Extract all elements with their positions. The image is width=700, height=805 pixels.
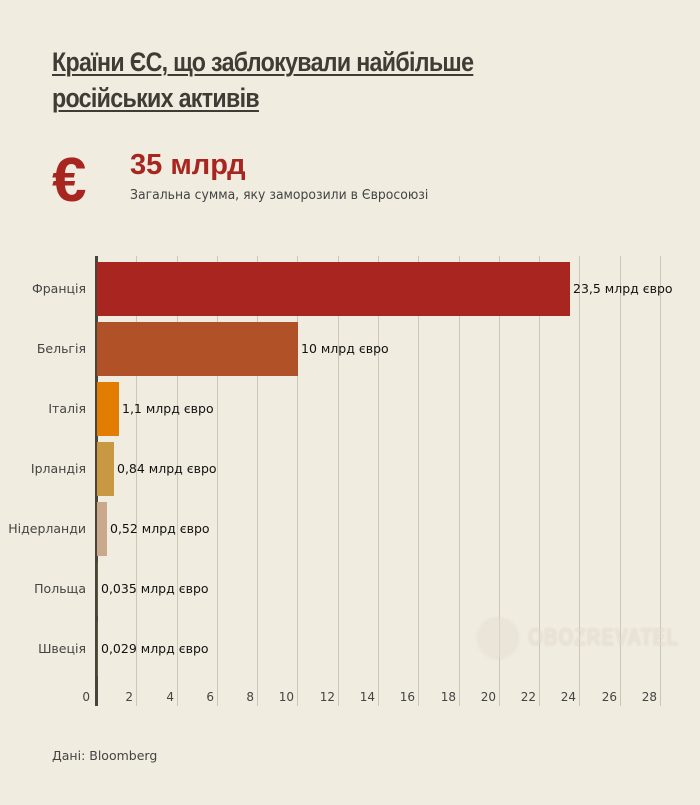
gridline <box>378 256 379 706</box>
x-tick-label: 26 <box>601 690 617 704</box>
x-tick-label: 20 <box>480 690 496 704</box>
x-tick-label: 24 <box>560 690 576 704</box>
gridline <box>418 256 419 706</box>
gridline <box>539 256 540 706</box>
total-caption: Загальна сумма, яку заморозили в Євросою… <box>130 187 429 203</box>
gridline <box>257 256 258 706</box>
value-label: 10 млрд євро <box>301 341 389 356</box>
x-tick-label: 18 <box>440 690 456 704</box>
data-source: Дані: Bloomberg <box>52 748 158 763</box>
x-tick-label: 22 <box>520 690 536 704</box>
category-label: Франція <box>31 281 86 296</box>
x-tick-label: 2 <box>125 690 133 704</box>
category-label: Польща <box>34 581 86 596</box>
gridline <box>459 256 460 706</box>
category-label: Бельгія <box>36 341 86 356</box>
gridline <box>660 256 661 706</box>
x-tick-label: 28 <box>641 690 657 704</box>
bar <box>97 382 119 436</box>
gridline <box>297 256 298 706</box>
gridline <box>499 256 500 706</box>
gridline <box>579 256 580 706</box>
gridline <box>620 256 621 706</box>
value-label: 1,1 млрд євро <box>122 401 214 416</box>
x-tick-label: 14 <box>359 690 375 704</box>
watermark: OBOZREVATEL <box>478 618 700 658</box>
gridline <box>338 256 339 706</box>
category-label: Ірландія <box>30 461 86 476</box>
bar <box>97 622 98 676</box>
value-label: 0,035 млрд євро <box>101 581 209 596</box>
x-tick-label: 16 <box>399 690 415 704</box>
value-label: 0,52 млрд євро <box>110 521 210 536</box>
bar <box>97 562 98 616</box>
y-axis-line <box>95 256 98 706</box>
x-tick-label: 10 <box>278 690 294 704</box>
x-tick-label: 8 <box>246 690 254 704</box>
value-label: 0,029 млрд євро <box>101 641 209 656</box>
gridline <box>217 256 218 706</box>
x-tick-label: 6 <box>206 690 214 704</box>
category-label: Швеція <box>38 641 86 656</box>
x-tick-label: 12 <box>319 690 335 704</box>
euro-icon: € <box>52 146 87 215</box>
gridline <box>136 256 137 706</box>
bar <box>97 322 298 376</box>
bar <box>97 262 570 316</box>
category-label: Нідерланди <box>8 521 86 536</box>
x-tick-label: 4 <box>166 690 174 704</box>
bar <box>97 502 107 556</box>
x-tick-label: 0 <box>82 690 90 704</box>
chart-title: Країни ЄС, що заблокували найбільше росі… <box>52 47 474 113</box>
globe-icon <box>478 618 518 658</box>
value-label: 23,5 млрд євро <box>573 281 673 296</box>
category-label: Італія <box>48 401 86 416</box>
watermark-text: OBOZREVATEL <box>528 624 680 651</box>
gridline <box>177 256 178 706</box>
value-label: 0,84 млрд євро <box>117 461 217 476</box>
bar <box>97 442 114 496</box>
total-value: 35 млрд <box>130 149 246 181</box>
